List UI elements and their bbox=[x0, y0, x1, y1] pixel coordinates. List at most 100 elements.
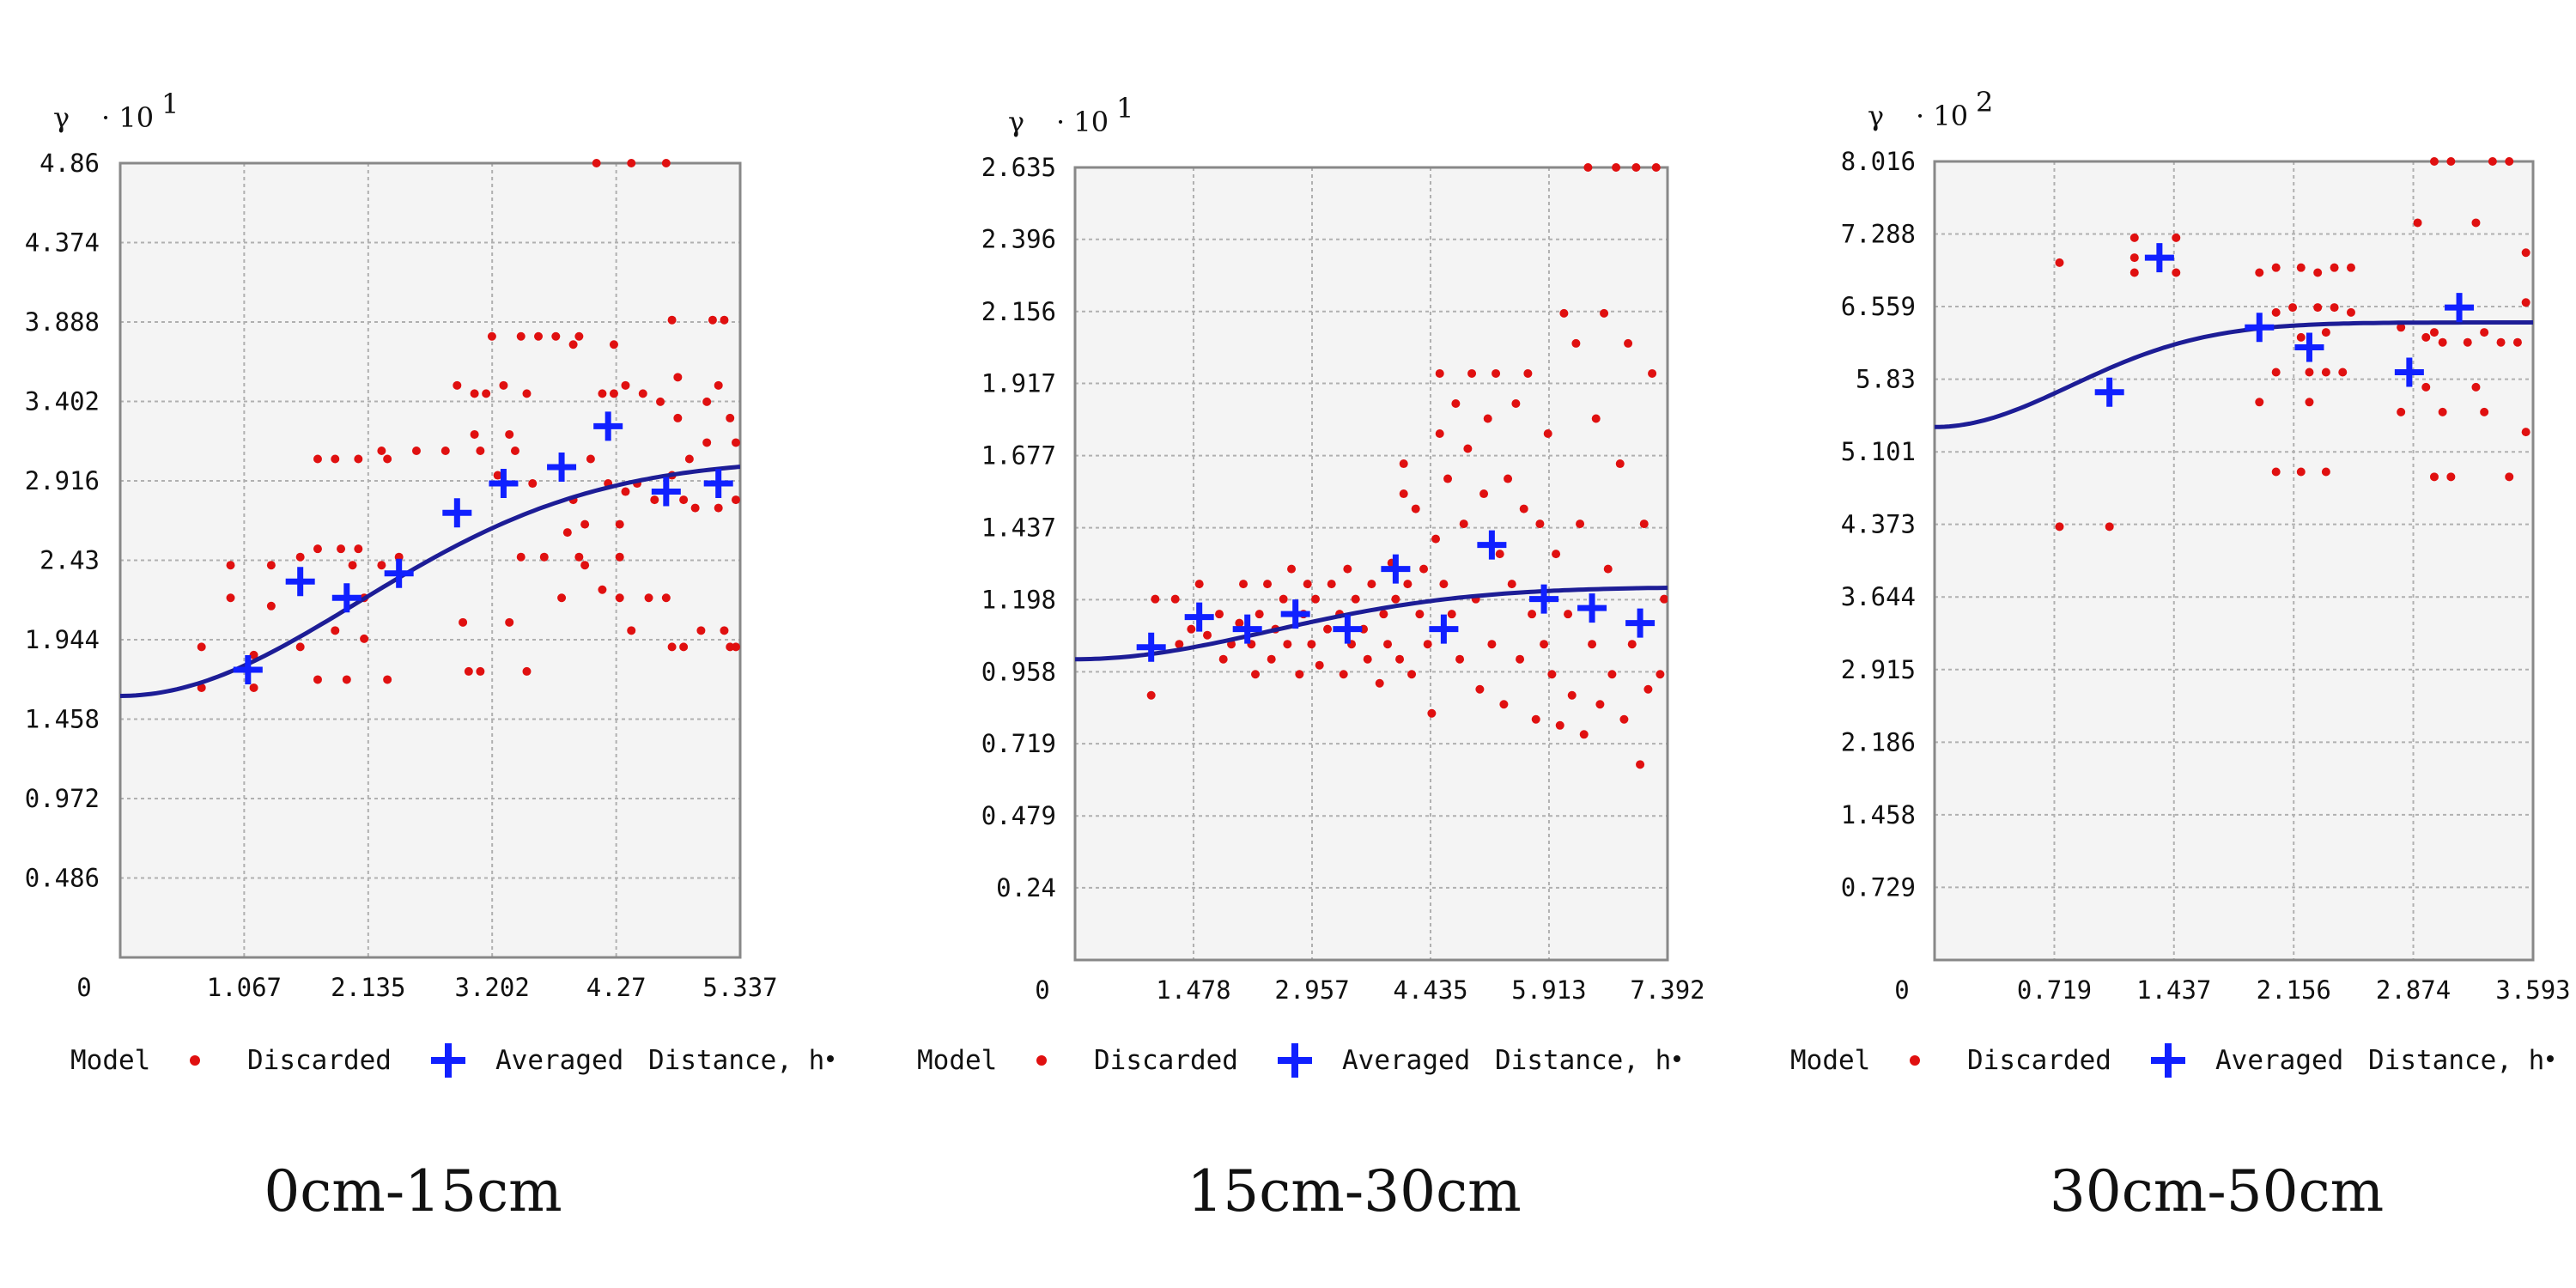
discarded-point bbox=[2421, 382, 2431, 392]
discarded-point bbox=[2129, 253, 2139, 263]
discarded-point bbox=[482, 389, 491, 398]
discarded-point bbox=[2521, 248, 2530, 258]
discarded-point bbox=[1170, 594, 1180, 604]
discarded-point bbox=[2463, 337, 2472, 347]
discarded-point bbox=[1315, 660, 1324, 670]
x-tick-label: 3.202 bbox=[455, 973, 530, 1002]
discarded-point bbox=[731, 438, 740, 447]
discarded-point bbox=[2255, 398, 2264, 407]
discarded-point bbox=[1475, 684, 1485, 694]
averaged-point bbox=[1577, 593, 1607, 623]
discarded-point bbox=[1263, 580, 1273, 589]
discarded-point bbox=[464, 666, 473, 676]
discarded-point bbox=[476, 666, 485, 676]
y-tick-label: 0.719 bbox=[981, 729, 1056, 758]
discarded-point bbox=[1576, 519, 1585, 529]
discarded-point bbox=[1383, 640, 1393, 649]
discarded-point bbox=[2105, 522, 2114, 532]
discarded-point bbox=[1311, 594, 1321, 604]
discarded-point bbox=[1403, 580, 1413, 589]
discarded-point bbox=[1651, 163, 1661, 172]
discarded-point bbox=[702, 397, 712, 406]
y-tick-label: 1.198 bbox=[981, 585, 1056, 614]
legend-averaged-label: Averaged bbox=[1342, 1045, 1470, 1076]
discarded-point bbox=[661, 593, 671, 603]
discarded-point bbox=[638, 389, 647, 398]
discarded-point bbox=[2305, 368, 2314, 377]
origin-label: 0 bbox=[76, 973, 91, 1002]
discarded-point bbox=[1146, 690, 1156, 700]
origin-label: 0 bbox=[1894, 975, 1909, 1005]
discarded-point bbox=[1327, 580, 1336, 589]
panel-caption: 30cm-50cm bbox=[2050, 1158, 2384, 1224]
y-tick-label: 4.374 bbox=[25, 228, 100, 258]
y-axis-exponent: 2 bbox=[1976, 86, 1993, 118]
discarded-point bbox=[650, 495, 659, 505]
discarded-point bbox=[2505, 472, 2514, 482]
legend-distance-label: Distance, h bbox=[2368, 1045, 2544, 1076]
y-tick-label: 8.016 bbox=[1841, 147, 1916, 176]
x-tick-label: 1.478 bbox=[1156, 975, 1230, 1005]
discarded-point bbox=[1627, 640, 1637, 649]
x-tick-label: 2.957 bbox=[1274, 975, 1349, 1005]
y-tick-label: 2.916 bbox=[25, 466, 100, 495]
y-axis-exponent: 1 bbox=[161, 88, 179, 120]
discarded-point bbox=[568, 340, 578, 349]
discarded-point bbox=[197, 642, 206, 652]
discarded-point bbox=[295, 552, 305, 562]
model-curve bbox=[1935, 320, 2533, 429]
legend-discarded-marker bbox=[1036, 1055, 1047, 1066]
y-tick-label: 1.677 bbox=[981, 441, 1056, 471]
discarded-point bbox=[1467, 368, 1477, 378]
discarded-point bbox=[714, 503, 723, 513]
x-tick-label: 3.593 bbox=[2495, 975, 2570, 1005]
variogram-panel-1: 0.486 0.972 1.458 1.944 2.43 2.916 3.402 3.888 4… bbox=[25, 88, 834, 1224]
discarded-point bbox=[360, 634, 369, 643]
discarded-point bbox=[2429, 328, 2439, 337]
discarded-point bbox=[331, 454, 340, 464]
plot-area bbox=[1935, 161, 2533, 960]
data-layer bbox=[120, 159, 740, 698]
y-tick-label: 3.644 bbox=[1841, 582, 1916, 611]
legend-dot bbox=[1674, 1055, 1680, 1062]
discarded-point bbox=[609, 340, 618, 349]
x-tick-label: 2.156 bbox=[2257, 975, 2331, 1005]
discarded-point bbox=[2346, 307, 2355, 317]
discarded-point bbox=[627, 626, 636, 635]
discarded-point bbox=[313, 675, 322, 684]
discarded-point bbox=[440, 446, 450, 455]
averaged-point bbox=[547, 453, 577, 483]
discarded-point bbox=[295, 642, 305, 652]
discarded-point bbox=[2055, 258, 2064, 267]
discarded-point bbox=[510, 446, 519, 455]
variogram-panel-2: 0.24 0.479 0.719 0.958 1.198 1.437 1.677 1.917 2… bbox=[917, 92, 1705, 1224]
discarded-point bbox=[1552, 550, 1561, 559]
discarded-point bbox=[226, 561, 235, 570]
discarded-point bbox=[539, 552, 549, 562]
y-tick-label: 2.915 bbox=[1841, 655, 1916, 684]
discarded-point bbox=[226, 593, 235, 603]
discarded-point bbox=[1423, 640, 1432, 649]
discarded-point bbox=[487, 331, 496, 341]
discarded-point bbox=[1648, 368, 1657, 378]
legend-averaged-marker bbox=[431, 1043, 465, 1078]
discarded-point bbox=[266, 601, 276, 611]
variogram-panel-3: 0.729 1.458 2.186 2.915 3.644 4.373 5.101 5.83 6… bbox=[1790, 86, 2571, 1224]
averaged-point bbox=[593, 411, 623, 441]
averaged-point bbox=[2144, 243, 2174, 273]
y-tick-label: 0.958 bbox=[981, 657, 1056, 686]
discarded-point bbox=[1528, 610, 1537, 619]
discarded-point bbox=[1215, 610, 1224, 619]
discarded-point bbox=[2313, 303, 2323, 313]
x-tick-label: 0.719 bbox=[2017, 975, 2092, 1005]
discarded-point bbox=[2438, 407, 2447, 416]
panel-caption: 15cm-30cm bbox=[1187, 1158, 1521, 1224]
discarded-point bbox=[1588, 640, 1597, 649]
panel-caption: 0cm-15cm bbox=[264, 1158, 562, 1224]
discarded-point bbox=[2288, 303, 2298, 313]
discarded-point bbox=[2305, 398, 2314, 407]
discarded-point bbox=[1615, 459, 1625, 469]
data-layer bbox=[1075, 163, 1668, 769]
discarded-point bbox=[470, 389, 479, 398]
y-tick-label: 2.396 bbox=[981, 225, 1056, 254]
